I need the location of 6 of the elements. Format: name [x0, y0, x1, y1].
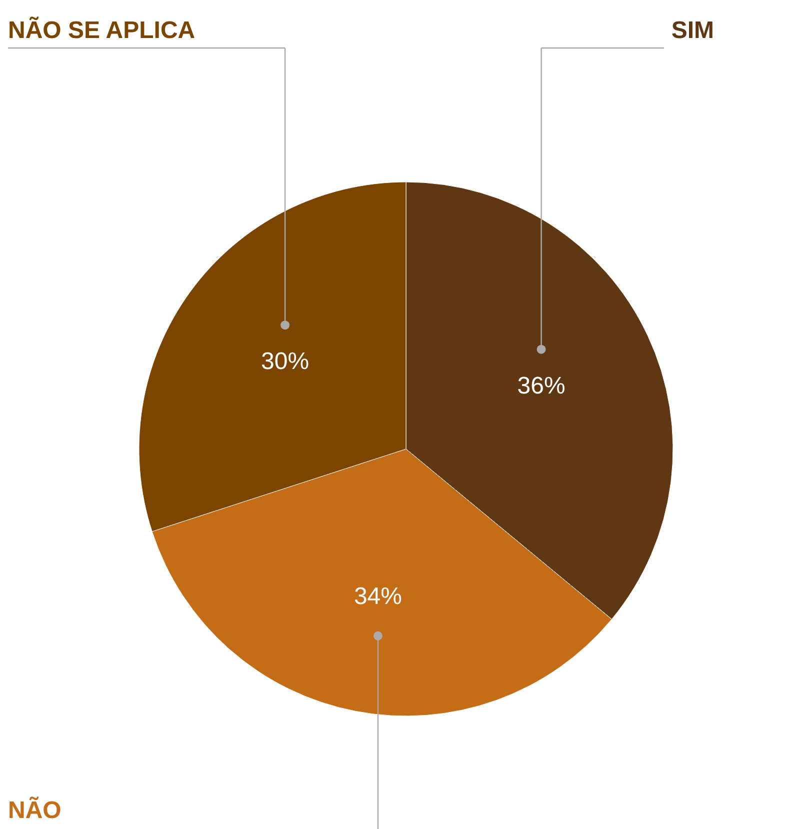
data-label: 36% [517, 372, 566, 400]
data-label: 34% [354, 582, 402, 610]
slice-label: SIM [671, 17, 714, 44]
data-label: 30% [261, 348, 310, 376]
slice-label: NÃO SE APLICA [8, 16, 196, 44]
slice-label: NÃO [8, 796, 62, 824]
